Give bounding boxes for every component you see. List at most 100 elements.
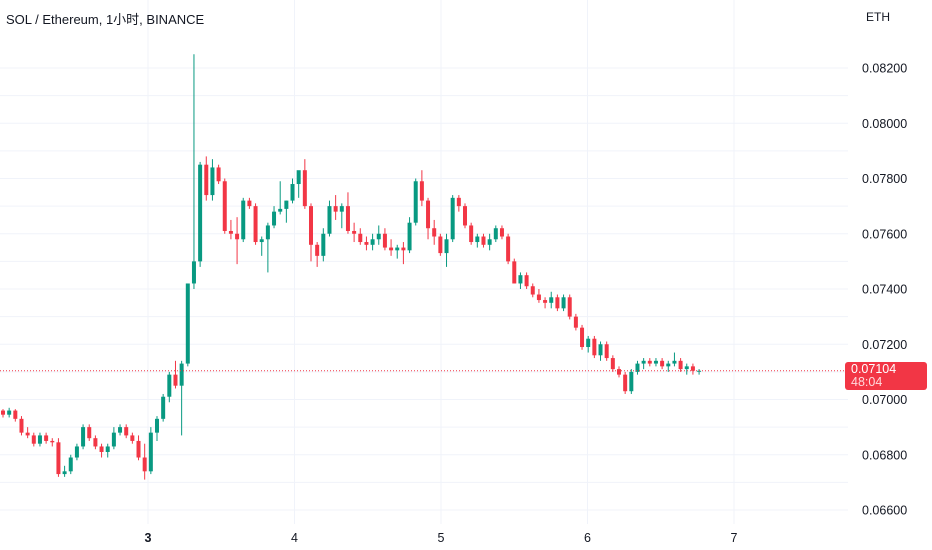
candle-body — [130, 435, 135, 441]
candle — [567, 294, 572, 320]
x-tick-label: 5 — [438, 531, 445, 545]
candle-body — [204, 164, 209, 196]
candle-body — [179, 363, 184, 386]
candle-body — [382, 233, 387, 248]
candle-body — [25, 432, 30, 436]
candle — [148, 427, 153, 475]
candle — [518, 272, 523, 289]
candle-body — [536, 294, 541, 301]
candle — [345, 192, 350, 234]
candle-body — [358, 233, 363, 243]
candle — [580, 324, 585, 350]
candle — [660, 358, 665, 370]
candle — [284, 200, 289, 223]
candle-body — [586, 338, 591, 348]
candle — [124, 424, 129, 439]
candle — [610, 355, 615, 372]
price-axis[interactable]: 0.06600 0.06800 0.07000 0.07200 0.07400 0.076… — [862, 62, 907, 518]
y-tick-label: 0.08000 — [862, 117, 907, 131]
candle — [481, 233, 486, 248]
candle-body — [389, 247, 394, 251]
candle-body — [235, 233, 240, 240]
candle-body — [124, 427, 129, 436]
candle-body — [50, 440, 55, 443]
candle — [382, 228, 387, 251]
candle-body — [339, 206, 344, 212]
candle-body — [210, 167, 215, 196]
candle — [321, 228, 326, 262]
candle-body — [432, 228, 437, 237]
y-tick-label: 0.07400 — [862, 283, 907, 297]
currency-label[interactable]: ETH — [866, 10, 890, 24]
candle — [25, 427, 30, 439]
candle — [376, 225, 381, 245]
candle-body — [549, 297, 554, 303]
candle — [426, 197, 431, 240]
candle — [302, 159, 307, 209]
candle-body — [456, 197, 461, 207]
candle — [37, 432, 42, 447]
candle — [191, 54, 196, 289]
candle — [315, 242, 320, 267]
candle — [44, 432, 49, 444]
candle — [561, 294, 566, 312]
candle-body — [426, 200, 431, 229]
candle — [185, 283, 190, 367]
candle-body — [518, 275, 523, 284]
candle — [536, 289, 541, 303]
candle-body — [111, 432, 116, 447]
candle-body — [19, 418, 24, 433]
candle-body — [604, 344, 609, 359]
candle — [456, 195, 461, 212]
candle — [407, 217, 412, 254]
candle — [690, 363, 695, 375]
candle-body — [296, 170, 301, 185]
candle-body — [499, 228, 504, 237]
candle-body — [7, 410, 12, 415]
candle-body — [241, 200, 246, 240]
candle — [290, 178, 295, 204]
candle-body — [506, 236, 511, 262]
candle-body — [364, 242, 369, 245]
candle — [259, 236, 264, 256]
candle-body — [118, 427, 123, 433]
candle — [530, 283, 535, 298]
candle-body — [567, 297, 572, 317]
candle-body — [13, 410, 18, 419]
chart-title[interactable]: SOL / Ethereum, 1小时, BINANCE — [6, 12, 205, 27]
candle — [7, 407, 12, 418]
candle — [56, 438, 61, 477]
candle-body — [647, 360, 652, 364]
candle-body — [44, 435, 49, 441]
candle-body — [302, 170, 307, 207]
candle — [333, 195, 338, 220]
y-tick-label: 0.08200 — [862, 62, 907, 76]
x-tick-label: 7 — [731, 531, 738, 545]
candle-body — [481, 236, 486, 245]
candle — [50, 438, 55, 447]
candle — [155, 416, 159, 441]
candle-body — [31, 435, 36, 444]
candle — [1, 409, 5, 418]
candle-body — [62, 471, 67, 475]
candle — [62, 465, 67, 477]
candle-body — [419, 181, 424, 201]
candle — [475, 233, 480, 248]
candle — [604, 341, 609, 361]
candle-body — [290, 184, 295, 201]
candle-body — [512, 261, 517, 284]
candle — [327, 200, 332, 237]
candle-body — [272, 211, 277, 226]
candle — [413, 178, 418, 226]
time-axis[interactable]: 3 4 5 6 7 — [145, 531, 738, 545]
grid-lines — [0, 0, 848, 524]
candle — [592, 335, 597, 359]
candle — [629, 369, 634, 394]
candle — [173, 360, 178, 389]
candle-body — [629, 371, 634, 392]
candle-body — [623, 374, 628, 392]
y-tick-label: 0.07800 — [862, 172, 907, 186]
candle — [684, 363, 689, 375]
candle — [68, 454, 73, 475]
